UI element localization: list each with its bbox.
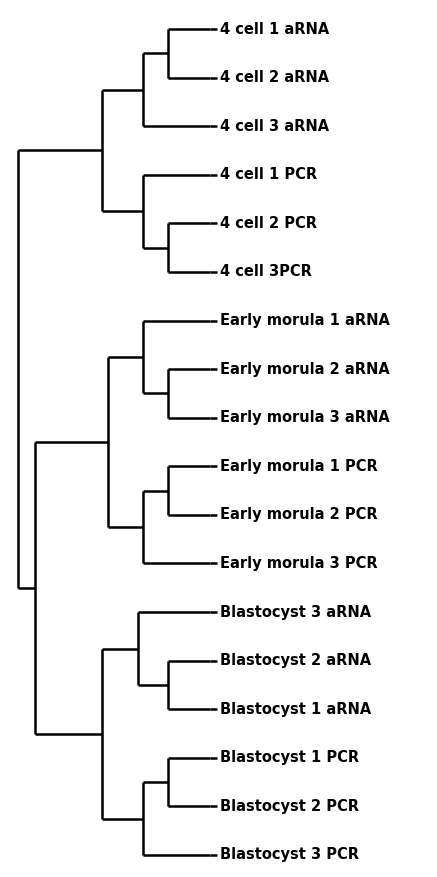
Text: Blastocyst 1 aRNA: Blastocyst 1 aRNA bbox=[220, 702, 371, 717]
Text: Early morula 3 PCR: Early morula 3 PCR bbox=[220, 556, 378, 571]
Text: 4 cell 2 PCR: 4 cell 2 PCR bbox=[220, 216, 317, 231]
Text: Blastocyst 2 PCR: Blastocyst 2 PCR bbox=[220, 799, 359, 814]
Text: Blastocyst 1 PCR: Blastocyst 1 PCR bbox=[220, 751, 359, 766]
Text: 4 cell 3 aRNA: 4 cell 3 aRNA bbox=[220, 118, 329, 133]
Text: Early morula 2 PCR: Early morula 2 PCR bbox=[220, 508, 378, 523]
Text: 4 cell 1 aRNA: 4 cell 1 aRNA bbox=[220, 22, 329, 37]
Text: 4 cell 1 PCR: 4 cell 1 PCR bbox=[220, 168, 317, 182]
Text: Early morula 1 aRNA: Early morula 1 aRNA bbox=[220, 313, 390, 328]
Text: 4 cell 3PCR: 4 cell 3PCR bbox=[220, 265, 312, 280]
Text: Blastocyst 2 aRNA: Blastocyst 2 aRNA bbox=[220, 653, 371, 668]
Text: Early morula 2 aRNA: Early morula 2 aRNA bbox=[220, 361, 390, 376]
Text: Early morula 3 aRNA: Early morula 3 aRNA bbox=[220, 410, 390, 425]
Text: Blastocyst 3 PCR: Blastocyst 3 PCR bbox=[220, 847, 359, 862]
Text: Early morula 1 PCR: Early morula 1 PCR bbox=[220, 459, 378, 474]
Text: 4 cell 2 aRNA: 4 cell 2 aRNA bbox=[220, 70, 329, 85]
Text: Blastocyst 3 aRNA: Blastocyst 3 aRNA bbox=[220, 604, 371, 619]
